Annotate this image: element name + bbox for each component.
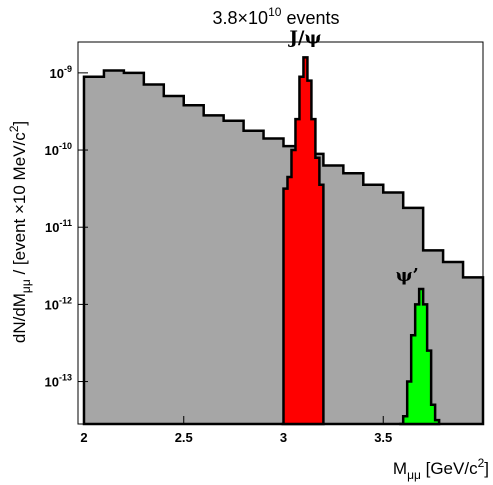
y-axis: 10-9 10-10 10-11 10-12 10-13 <box>45 64 88 390</box>
psi2s-label: ψ’ <box>396 265 419 286</box>
y-axis-label: dN/dMμμ / [event ×10 MeV/c2] <box>7 121 33 343</box>
jpsi-label: J/ψ <box>287 27 321 48</box>
y-tick-label-4: 10-13 <box>45 373 72 390</box>
chart-title: 3.8×1010 events <box>213 5 340 28</box>
x-axis: 2 2.5 3 3.5 <box>80 416 392 445</box>
peak-labels: J/ψ ψ’ <box>287 27 418 286</box>
x-tick-label-0: 2 <box>80 430 87 445</box>
x-axis-label: Mμμ [GeV/c2] <box>393 456 489 482</box>
x-tick-label-2: 3 <box>280 430 287 445</box>
plot-area: 2 2.5 3 3.5 10-9 10-10 10-11 10-12 10-13 J/ψ ψ’ <box>45 27 485 445</box>
x-tick-label-1: 2.5 <box>175 430 193 445</box>
jpsi-peak <box>281 56 325 426</box>
y-tick-label-2: 10-11 <box>45 218 72 235</box>
x-tick-label-3: 3.5 <box>374 430 392 445</box>
psi2s-peak <box>399 287 441 426</box>
y-tick-label-1: 10-10 <box>45 141 72 158</box>
y-tick-label-3: 10-12 <box>45 295 72 312</box>
y-tick-label-0: 10-9 <box>50 64 72 81</box>
